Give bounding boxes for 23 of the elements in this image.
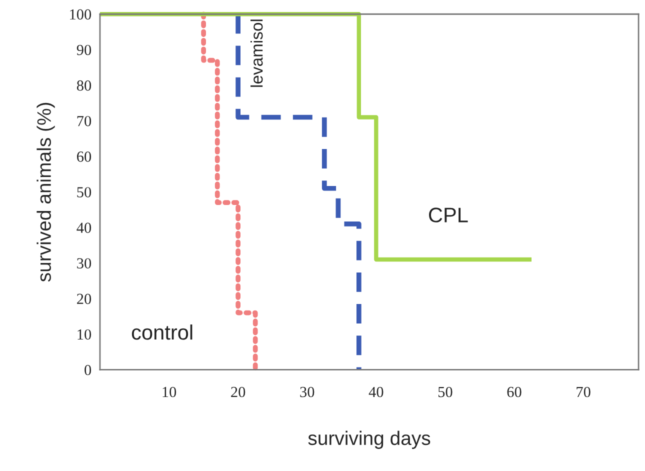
y-tick-label: 70 [77,116,92,126]
y-tick-label: 10 [78,329,92,340]
text: control [132,324,192,340]
y-tick-label: 100 [70,9,92,20]
y-tick-label: 90 [76,44,92,56]
y-tick-label: 80 [76,80,92,91]
x-tick-label: 30 [300,386,314,398]
x-tick-label: 70 [576,386,590,398]
text: levamisol [250,20,263,87]
x-tick-label: 10 [162,386,176,398]
x-tick-label: 50 [438,386,452,398]
y-tick-label: 50 [77,187,92,198]
y-axis-title: survived animals (%) [36,102,55,282]
series-label: CPL [429,208,468,222]
y-tick-label: 60 [77,152,92,162]
y-tick-label: 40 [76,222,92,233]
y-tick-label: 30 [77,258,92,269]
x-tick-label: 40 [368,386,384,398]
x-tick-label: 20 [231,386,246,398]
x-tick-label: 60 [507,386,522,398]
x-axis-title: surviving days [308,430,430,449]
y-tick-label: 20 [77,294,92,304]
y-tick-label: 0 [84,364,92,376]
